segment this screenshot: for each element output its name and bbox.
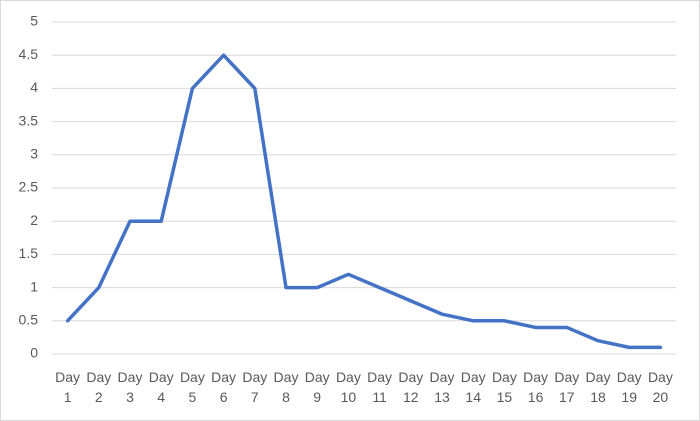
y-tick-label: 2 — [30, 212, 38, 228]
x-tick-label: Day 7 — [242, 369, 267, 405]
y-tick-label: 5 — [30, 13, 38, 29]
x-tick-label: Day 9 — [305, 369, 330, 405]
y-tick-label: 1 — [30, 278, 38, 294]
y-tick-label: 1.5 — [19, 245, 39, 261]
x-tick-label: Day 2 — [86, 369, 111, 405]
x-tick-label: Day 12 — [398, 369, 423, 405]
x-tick-label: Day 11 — [367, 369, 392, 405]
y-tick-label: 0.5 — [19, 312, 39, 328]
x-tick-label: Day 4 — [149, 369, 174, 405]
x-tick-label: Day 16 — [523, 369, 548, 405]
x-tick-label: Day 18 — [586, 369, 611, 405]
x-tick-label: Day 13 — [430, 369, 455, 405]
x-tick-label: Day 8 — [274, 369, 299, 405]
x-tick-label: Day 5 — [180, 369, 205, 405]
x-tick-label: Day 3 — [118, 369, 143, 405]
y-tick-label: 2.5 — [19, 179, 39, 195]
x-tick-label: Day 6 — [211, 369, 236, 405]
x-tick-label: Day 14 — [461, 369, 486, 405]
y-tick-label: 3 — [30, 146, 38, 162]
x-tick-label: Day 17 — [554, 369, 579, 405]
x-tick-label: Day 19 — [617, 369, 642, 405]
y-tick-label: 3.5 — [19, 112, 39, 128]
y-tick-label: 0 — [30, 345, 38, 361]
x-tick-label: Day 10 — [336, 369, 361, 405]
x-tick-label: Day 1 — [55, 369, 80, 405]
y-tick-label: 4.5 — [19, 46, 39, 62]
data-line — [65, 53, 663, 350]
x-tick-label: Day 20 — [648, 369, 673, 405]
x-tick-label: Day 15 — [492, 369, 517, 405]
y-tick-label: 4 — [30, 79, 38, 95]
